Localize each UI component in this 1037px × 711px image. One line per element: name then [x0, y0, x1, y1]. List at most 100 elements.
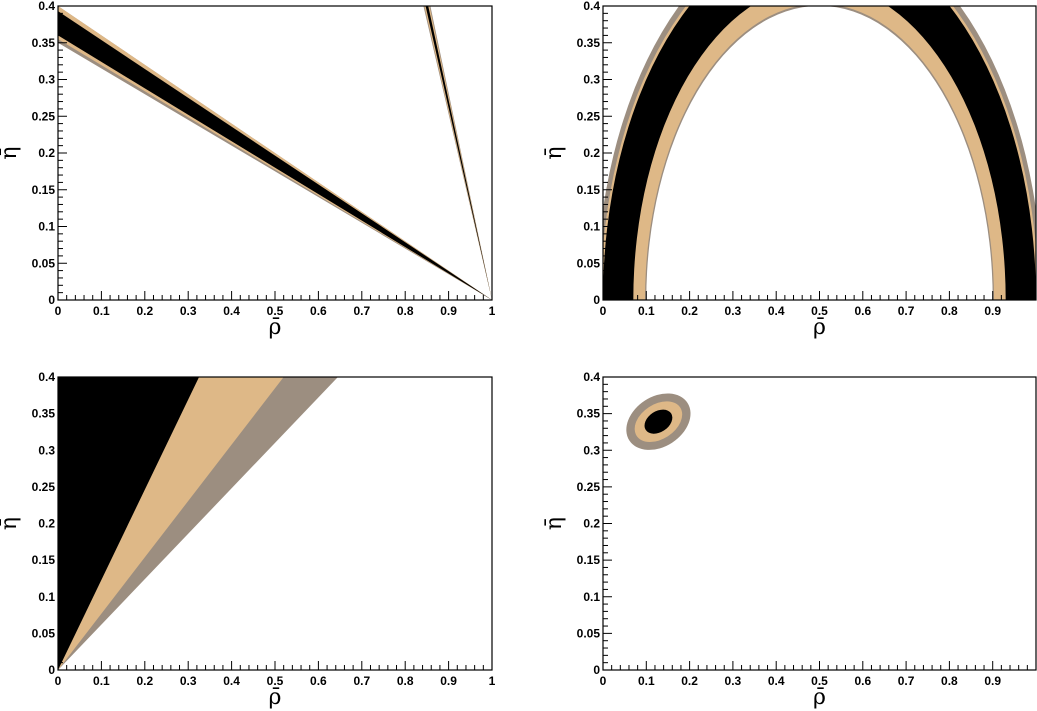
inner-region-2 [58, 11, 492, 300]
y-axis-title: η̄ [0, 517, 22, 530]
x-tick-label: 0 [55, 674, 62, 688]
x-tick-label: 0.9 [984, 304, 1001, 318]
middle-region-1 [58, 6, 492, 300]
x-tick-label: 0.5 [267, 674, 284, 688]
y-tick-label: 0 [48, 663, 55, 677]
x-tick-label: 0.8 [941, 304, 958, 318]
y-tick-label: 0.3 [38, 443, 55, 457]
y-axis-title: η̄ [542, 146, 567, 159]
y-tick-label: 0.05 [577, 256, 601, 270]
y-tick-label: 0.4 [38, 370, 55, 384]
x-tick-label: 0.1 [93, 304, 110, 318]
y-tick-label: 0.2 [583, 517, 600, 531]
x-tick-label: 0 [600, 304, 607, 318]
x-tick-label: 0.4 [223, 674, 240, 688]
y-tick-label: 0 [593, 663, 600, 677]
y-tick-label: 0.35 [577, 407, 601, 421]
x-tick-label: 0.2 [681, 304, 698, 318]
x-axis-title: ρ̄ [813, 315, 826, 340]
x-tick-label: 0.8 [397, 304, 414, 318]
x-tick-label: 0.1 [93, 674, 110, 688]
x-axis-title: ρ̄ [269, 315, 282, 340]
x-tick-label: 0.3 [180, 304, 197, 318]
x-tick-label: 1 [489, 674, 496, 688]
y-axis-title: η̄ [542, 517, 567, 530]
y-tick-label: 0.3 [38, 73, 55, 87]
y-tick-label: 0.1 [583, 590, 600, 604]
x-tick-label: 0.6 [310, 674, 327, 688]
y-tick-label: 0.15 [32, 553, 56, 567]
x-tick-label: 0.9 [984, 674, 1001, 688]
inner-region-5 [425, 6, 492, 300]
x-tick-label: 0.9 [440, 304, 457, 318]
outer-region-3 [423, 6, 492, 300]
y-tick-label: 0.35 [577, 36, 601, 50]
x-tick-label: 0.1 [638, 304, 655, 318]
x-tick-label: 0.2 [136, 674, 153, 688]
y-tick-label: 0.35 [32, 407, 56, 421]
panel-top-left: 0 0.1 0.2 0.3 0.4 0.5 0.6 0.7 0.8 0.9 1 0 0.05 0.1 0.1… [0, 0, 496, 340]
x-tick-label: 0.5 [811, 304, 828, 318]
x-tick-label: 0.9 [440, 674, 457, 688]
x-tick-label: 0 [55, 304, 62, 318]
y-tick-label: 0.25 [32, 480, 56, 494]
x-tick-label: 0.1 [638, 674, 655, 688]
x-tick-label: 0.4 [768, 674, 785, 688]
y-tick-label: 0 [48, 293, 55, 307]
plot-area [58, 6, 492, 300]
x-tick-label: 0.7 [353, 304, 370, 318]
y-tick-label: 0 [593, 293, 600, 307]
x-tick-label: 1 [489, 304, 496, 318]
y-axis-title: η̄ [0, 146, 22, 159]
plot-area [58, 377, 338, 670]
panel-bottom-right: 0 0.1 0.2 0.3 0.4 0.5 0.6 0.7 0.8 0.9 0 0.05 0.1 0.15… [542, 370, 1037, 710]
x-tick-label: 0.6 [854, 304, 871, 318]
y-tick-label: 0.15 [577, 183, 601, 197]
y-tick-label: 0.2 [583, 146, 600, 160]
x-tick-label: 0.4 [223, 304, 240, 318]
x-axis-title: ρ̄ [269, 685, 282, 710]
y-tick-label: 0.25 [577, 480, 601, 494]
x-tick-label: 0.3 [180, 674, 197, 688]
y-tick-label: 0.3 [583, 443, 600, 457]
inner-region-2 [58, 377, 200, 670]
y-tick-label: 0.4 [583, 370, 600, 384]
x-tick-label: 0.5 [811, 674, 828, 688]
x-tick-label: 0.6 [854, 674, 871, 688]
panel-bottom-left: 0 0.1 0.2 0.3 0.4 0.5 0.6 0.7 0.8 0.9 1 0 0.05 0.1 0.1… [0, 370, 496, 710]
y-tick-label: 0.05 [32, 256, 56, 270]
x-tick-label: 0.2 [136, 304, 153, 318]
x-tick-label: 0.6 [310, 304, 327, 318]
x-tick-label: 0.7 [353, 674, 370, 688]
y-tick-label: 0.25 [32, 109, 56, 123]
x-tick-label: 0.5 [267, 304, 284, 318]
y-tick-label: 0.4 [583, 0, 600, 13]
y-tick-label: 0.1 [583, 220, 600, 234]
x-tick-label: 0.7 [898, 304, 915, 318]
y-tick-label: 0.1 [38, 220, 55, 234]
y-tick-label: 0.2 [38, 146, 55, 160]
y-tick-label: 0.05 [32, 626, 56, 640]
x-tick-label: 0.8 [397, 674, 414, 688]
y-tick-label: 0.2 [38, 517, 55, 531]
y-tick-label: 0.25 [577, 109, 601, 123]
y-tick-label: 0.3 [583, 73, 600, 87]
x-tick-label: 0.8 [941, 674, 958, 688]
x-tick-label: 0.7 [898, 674, 915, 688]
y-tick-label: 0.05 [577, 626, 601, 640]
plot-area [626, 393, 691, 450]
inner-region-2 [644, 409, 673, 434]
middle-region-4 [424, 6, 492, 300]
y-tick-label: 0.35 [32, 36, 56, 50]
panel-top-right: 0 0.1 0.2 0.3 0.4 0.5 0.6 0.7 0.8 0.9 0 0.05 0.1 0.15… [542, 0, 1037, 340]
x-tick-label: 0 [600, 674, 607, 688]
x-tick-label: 0.3 [725, 674, 742, 688]
x-tick-label: 0.3 [725, 304, 742, 318]
y-tick-label: 0.4 [38, 0, 55, 13]
x-tick-label: 0.4 [768, 304, 785, 318]
y-tick-label: 0.15 [577, 553, 601, 567]
y-tick-label: 0.1 [38, 590, 55, 604]
y-tick-label: 0.15 [32, 183, 56, 197]
x-tick-label: 0.2 [681, 674, 698, 688]
